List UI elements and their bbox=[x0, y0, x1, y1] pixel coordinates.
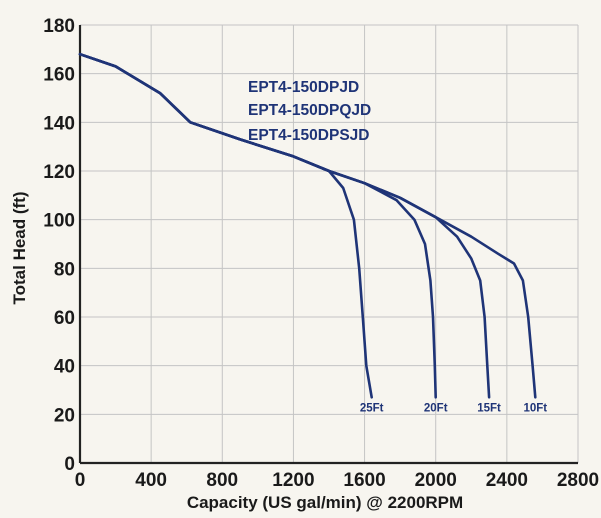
axes bbox=[78, 25, 578, 465]
x-tick-label: 2000 bbox=[415, 470, 457, 491]
x-tick-label: 1600 bbox=[343, 470, 385, 491]
x-tick-label: 400 bbox=[135, 470, 167, 491]
grid-lines bbox=[79, 24, 579, 464]
x-tick-label: 2800 bbox=[557, 470, 599, 491]
pump-curve-10ft bbox=[78, 52, 537, 399]
y-tick-label: 120 bbox=[43, 162, 75, 183]
y-tick-label: 180 bbox=[43, 16, 75, 37]
tick-labels: 0 400 800 1200 1600 2000 2400 2800 0 20 40 60 80 100 1… bbox=[43, 16, 599, 491]
y-tick-label: 80 bbox=[54, 259, 75, 280]
curve-label-15ft: 15Ft bbox=[477, 402, 501, 414]
x-axis-title: Capacity (US gal/min) @ 2200RPM bbox=[187, 493, 463, 512]
y-tick-label: 20 bbox=[54, 405, 75, 426]
y-tick-label: 60 bbox=[54, 308, 75, 329]
curve-label-25ft: 25Ft bbox=[360, 402, 384, 414]
model-label-2: EPT4-150DPQJD bbox=[248, 102, 371, 119]
x-tick-label: 800 bbox=[206, 470, 238, 491]
x-tick-label: 0 bbox=[75, 470, 86, 491]
pump-curves bbox=[78, 52, 537, 399]
model-label-1: EPT4-150DPJD bbox=[248, 79, 359, 96]
curve-labels: 25Ft 20Ft 15Ft 10Ft bbox=[360, 402, 547, 414]
model-label-3: EPT4-150DPSJD bbox=[248, 127, 369, 144]
curve-label-20ft: 20Ft bbox=[424, 402, 448, 414]
y-tick-label: 0 bbox=[64, 454, 75, 475]
y-tick-label: 100 bbox=[43, 211, 75, 232]
y-tick-label: 160 bbox=[43, 65, 75, 86]
y-tick-label: 140 bbox=[43, 113, 75, 134]
curve-label-10ft: 10Ft bbox=[523, 402, 547, 414]
model-labels: EPT4-150DPJD EPT4-150DPQJD EPT4-150DPSJD bbox=[248, 79, 371, 144]
x-tick-label: 2400 bbox=[486, 470, 528, 491]
x-tick-label: 1200 bbox=[272, 470, 314, 491]
y-tick-label: 40 bbox=[54, 357, 75, 378]
y-axis-title: Total Head (ft) bbox=[10, 191, 29, 304]
